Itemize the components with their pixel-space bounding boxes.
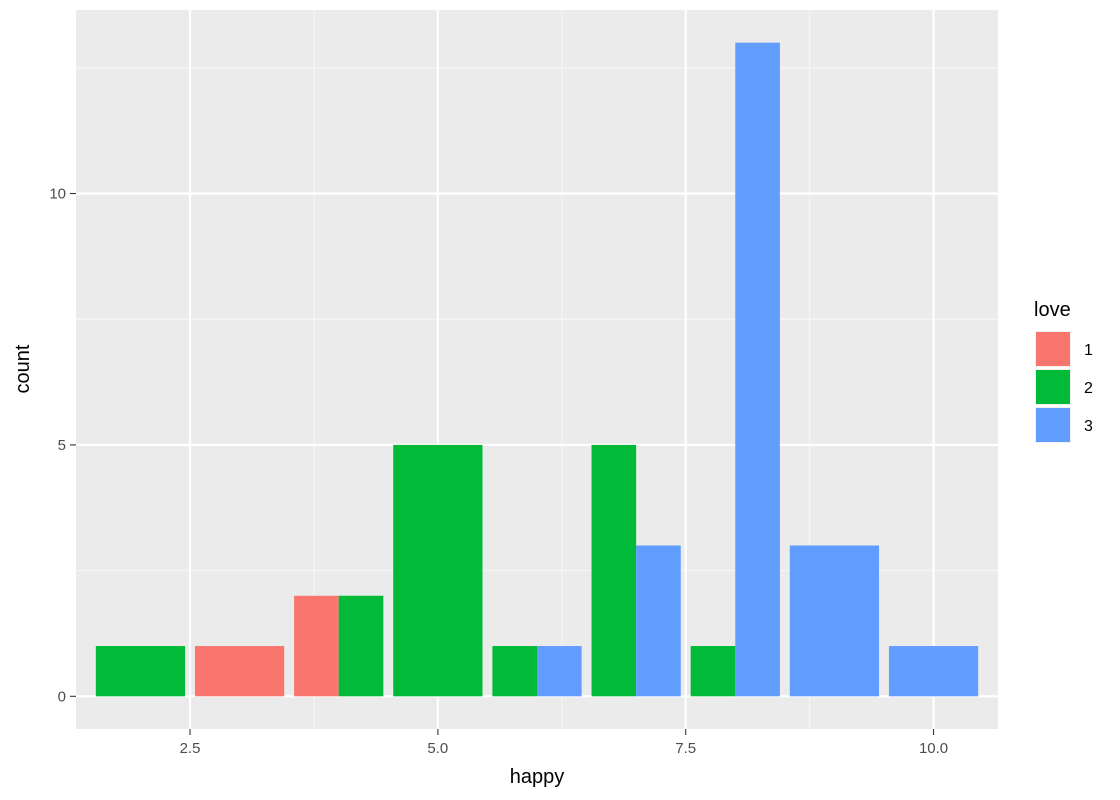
legend-swatch-2 (1036, 370, 1070, 404)
bar-happy-2-love-2 (95, 646, 186, 697)
legend-title: love (1034, 299, 1071, 321)
bars (95, 42, 979, 697)
bar-happy-6-love-3 (537, 646, 582, 697)
bar-happy-4-love-2 (338, 595, 384, 697)
legend-swatch-3 (1036, 408, 1070, 442)
bar-happy-7-love-3 (636, 545, 681, 697)
bar-happy-8-love-3 (735, 42, 780, 697)
legend-label-1: 1 (1084, 342, 1093, 359)
y-tick-label: 0 (58, 688, 66, 705)
bar-happy-5-love-2 (393, 444, 483, 697)
y-axis-title: count (12, 344, 34, 393)
bar-happy-7-love-2 (591, 444, 637, 697)
bar-happy-4-love-1 (294, 595, 339, 697)
x-axis: 2.5 5.0 7.5 10.0 (180, 729, 948, 757)
legend-swatch-1 (1036, 332, 1070, 366)
y-tick-label: 5 (58, 437, 66, 454)
x-tick-label: 5.0 (427, 740, 448, 757)
legend-label-2: 2 (1084, 380, 1093, 397)
y-tick-label: 10 (49, 186, 66, 203)
bar-happy-6-love-2 (492, 646, 537, 697)
bar-happy-3-love-1 (194, 646, 285, 697)
grid-minor (76, 10, 998, 729)
bar-happy-9-love-3 (789, 545, 880, 697)
y-axis: 0 5 10 (49, 186, 76, 705)
x-axis-title: happy (510, 766, 565, 788)
bar-happy-8-love-2 (690, 646, 736, 697)
x-tick-label: 7.5 (675, 740, 696, 757)
bar-happy-10-love-3 (888, 646, 979, 697)
x-tick-label: 2.5 (180, 740, 201, 757)
legend: love 1 2 3 (1034, 299, 1093, 443)
legend-label-3: 3 (1084, 418, 1093, 435)
x-tick-label: 10.0 (919, 740, 948, 757)
